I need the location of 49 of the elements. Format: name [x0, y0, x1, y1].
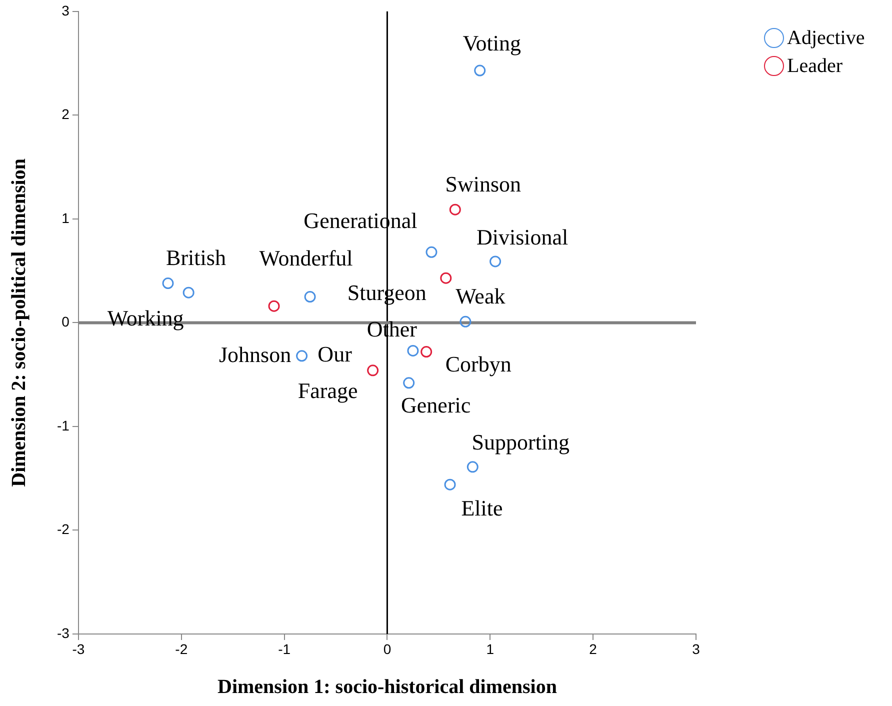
x-axis-title: Dimension 1: socio-historical dimension	[218, 676, 557, 698]
legend-label: Adjective	[787, 26, 865, 51]
point	[296, 350, 308, 362]
y-tick-label: 1	[62, 210, 70, 226]
annotation: Corbyn	[445, 352, 512, 377]
annotation: Voting	[462, 30, 521, 56]
y-tick-label: -2	[56, 521, 70, 538]
point	[474, 64, 486, 76]
point	[444, 478, 456, 490]
annotation: Johnson	[218, 342, 292, 367]
point	[182, 286, 194, 298]
point	[490, 256, 502, 268]
annotation: Divisional	[476, 224, 568, 250]
x-tick-label: 3	[692, 640, 700, 657]
point	[466, 461, 478, 473]
point	[367, 364, 379, 376]
annotation: Supporting	[472, 430, 570, 455]
annotation: Wonderful	[259, 246, 353, 271]
annotation: Working	[107, 305, 184, 330]
annotation: Generic	[401, 392, 471, 418]
x-tick-label: 0	[383, 640, 392, 657]
annotation: Our	[318, 342, 353, 367]
legend-label: Leader	[787, 54, 843, 79]
annotation: Swinson	[445, 171, 522, 196]
point	[162, 278, 174, 290]
x-tick-label: -2	[175, 640, 188, 657]
point	[440, 272, 452, 284]
point	[449, 204, 461, 216]
x-tick-label: 2	[589, 640, 598, 657]
point	[304, 291, 316, 303]
point	[403, 377, 415, 389]
point	[426, 246, 438, 258]
y-tick-label: -1	[56, 417, 70, 434]
annotation: Elite	[461, 495, 503, 520]
y-axis-title: Dimension 2: socio-political dimension	[8, 158, 30, 487]
point	[420, 346, 432, 358]
y-tick-label: 3	[62, 2, 70, 18]
x-tick-label: -1	[278, 640, 291, 657]
point	[268, 300, 280, 312]
annotation: Farage	[298, 378, 358, 404]
point	[460, 316, 472, 328]
x-tick-label: -3	[72, 640, 85, 657]
annotation: British	[166, 245, 226, 270]
y-tick-label: -3	[56, 624, 70, 641]
annotation: Weak	[456, 283, 506, 308]
point	[407, 344, 419, 356]
y-tick-label: 0	[62, 314, 70, 330]
x-tick-label: 1	[486, 640, 494, 657]
y-tick-label: 2	[62, 106, 70, 122]
